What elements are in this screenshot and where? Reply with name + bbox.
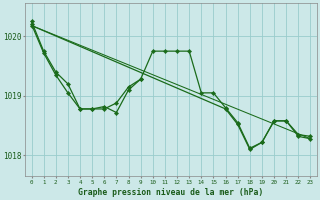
X-axis label: Graphe pression niveau de la mer (hPa): Graphe pression niveau de la mer (hPa) bbox=[78, 188, 264, 197]
